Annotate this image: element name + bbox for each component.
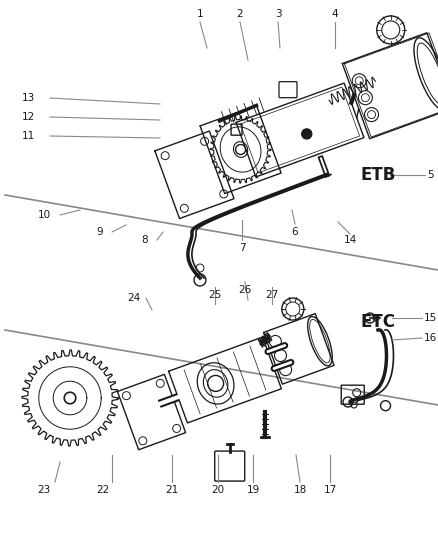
Text: 17: 17: [323, 485, 337, 495]
Text: 4: 4: [332, 9, 338, 19]
Text: 19: 19: [246, 485, 260, 495]
Text: 16: 16: [424, 333, 437, 343]
Text: 24: 24: [127, 293, 141, 303]
Text: 9: 9: [97, 227, 103, 237]
Text: 27: 27: [265, 290, 279, 300]
Text: 25: 25: [208, 290, 222, 300]
Text: 2: 2: [237, 9, 244, 19]
Text: ETC: ETC: [360, 313, 395, 331]
Text: 14: 14: [343, 235, 357, 245]
Text: 26: 26: [238, 285, 251, 295]
Text: 21: 21: [166, 485, 179, 495]
Text: 1: 1: [197, 9, 203, 19]
Text: ETB: ETB: [360, 166, 396, 184]
Text: 7: 7: [239, 243, 245, 253]
Text: 15: 15: [424, 313, 437, 323]
Text: 18: 18: [293, 485, 307, 495]
Text: 20: 20: [212, 485, 225, 495]
Text: 22: 22: [96, 485, 110, 495]
Text: 13: 13: [21, 93, 35, 103]
Text: 3: 3: [275, 9, 281, 19]
Text: 8: 8: [141, 235, 148, 245]
Text: 10: 10: [37, 210, 50, 220]
Text: 23: 23: [37, 485, 51, 495]
Text: 6: 6: [292, 227, 298, 237]
Circle shape: [302, 129, 312, 139]
Text: 5: 5: [427, 170, 433, 180]
Text: 11: 11: [21, 131, 35, 141]
Text: 12: 12: [21, 112, 35, 122]
